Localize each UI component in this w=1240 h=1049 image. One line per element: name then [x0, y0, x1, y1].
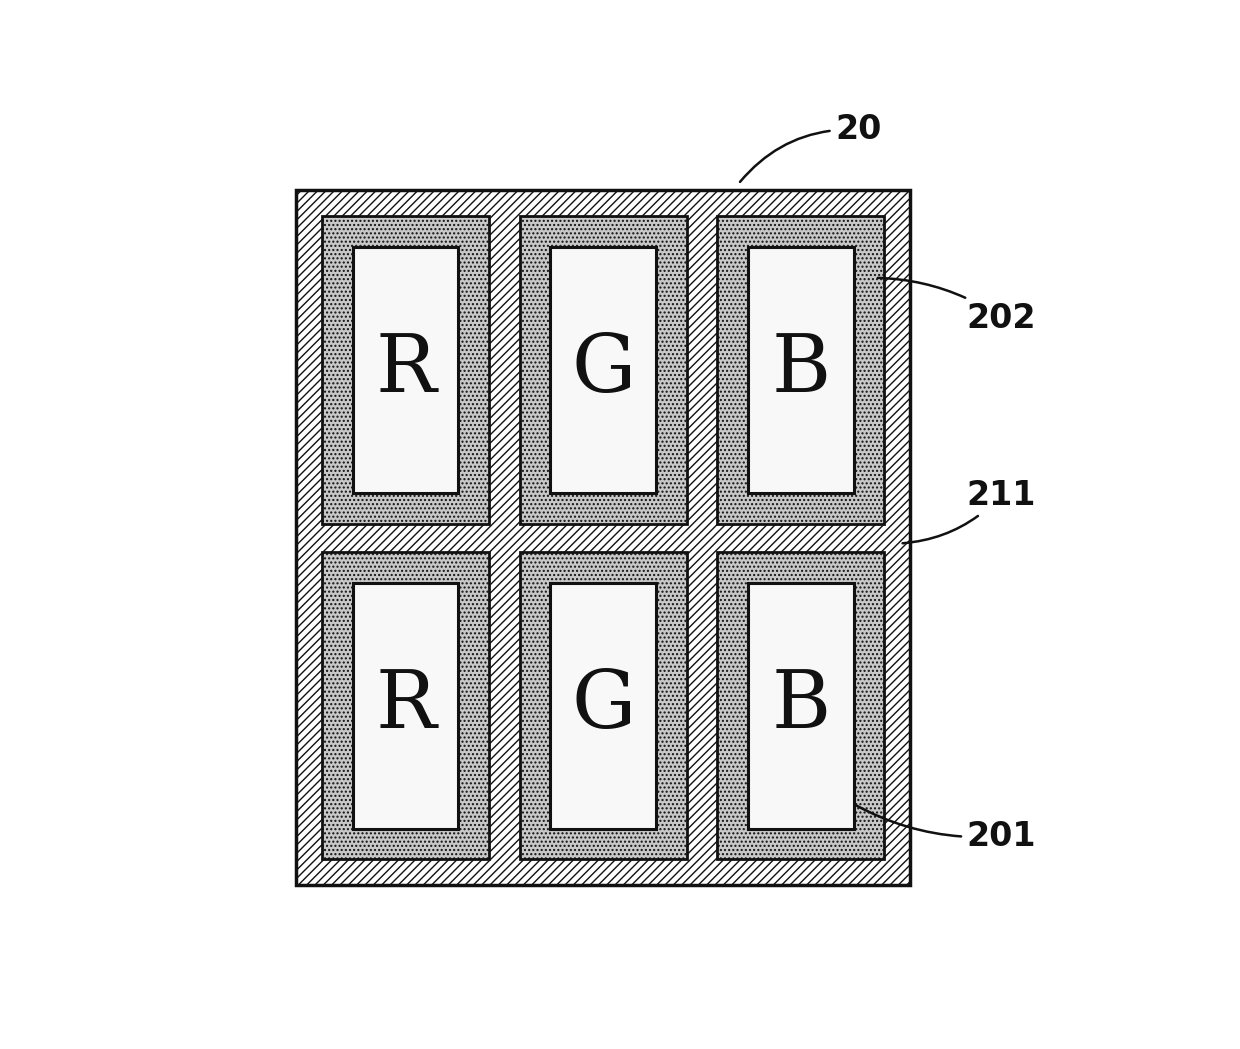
Text: B: B — [771, 331, 831, 409]
Bar — [718, 216, 884, 523]
Bar — [322, 216, 489, 523]
Text: R: R — [376, 666, 436, 745]
Bar — [520, 552, 687, 859]
Bar — [296, 191, 910, 885]
Text: 20: 20 — [740, 113, 882, 181]
Bar — [520, 216, 687, 523]
Text: G: G — [570, 666, 635, 745]
Bar — [353, 582, 459, 829]
Text: R: R — [376, 331, 436, 409]
Text: 211: 211 — [903, 478, 1037, 543]
Text: 201: 201 — [856, 806, 1037, 853]
Bar — [353, 248, 459, 493]
Bar — [551, 582, 656, 829]
Bar — [551, 248, 656, 493]
Bar — [322, 552, 489, 859]
Bar — [748, 248, 853, 493]
Text: G: G — [570, 331, 635, 409]
Bar — [748, 582, 853, 829]
Text: B: B — [771, 666, 831, 745]
Bar — [718, 552, 884, 859]
Text: 202: 202 — [878, 278, 1037, 335]
